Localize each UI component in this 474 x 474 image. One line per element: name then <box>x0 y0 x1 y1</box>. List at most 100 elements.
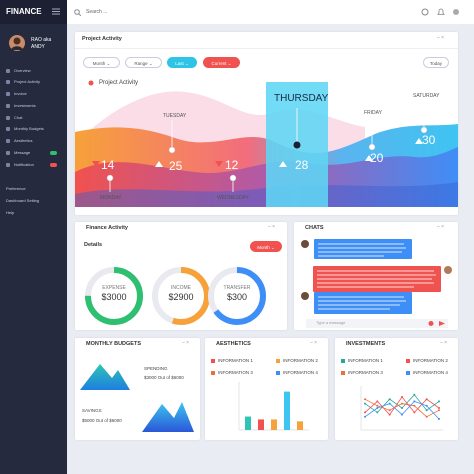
legend-label: INFORMATION 4 <box>283 370 318 375</box>
button-label: Month <box>257 245 270 250</box>
donut-arc <box>208 267 266 325</box>
point <box>388 409 391 412</box>
legend-label: INFORMATION 2 <box>283 358 318 363</box>
card-title: CHATS <box>305 225 324 231</box>
legend-dot <box>88 80 94 86</box>
sidebar <box>0 0 67 474</box>
brand: FINANCE <box>6 7 42 16</box>
search-icon <box>74 9 81 16</box>
legend-swatch <box>406 371 410 375</box>
card-controls[interactable]: – × <box>268 224 276 230</box>
topbar-icons[interactable] <box>421 8 461 16</box>
day-value: 28 <box>295 158 309 172</box>
card-title: Finance Activity <box>86 225 128 231</box>
card-controls[interactable]: – × <box>182 340 190 346</box>
button[interactable]: Current ⌄ <box>203 57 240 68</box>
button[interactable]: Month ⌄ <box>250 241 282 252</box>
menu-icon <box>6 80 10 84</box>
point <box>438 400 440 403</box>
point <box>388 413 391 416</box>
card-title: MONTHLY BUDGETS <box>86 341 142 347</box>
point <box>364 402 366 405</box>
card-controls[interactable]: – × <box>440 340 448 346</box>
day-value: 20 <box>370 151 384 165</box>
day-value: 30 <box>422 133 436 147</box>
button-label: Range <box>134 61 148 66</box>
point <box>401 407 403 409</box>
legend-swatch <box>211 359 215 363</box>
donut-arc <box>85 267 143 325</box>
point <box>425 398 428 401</box>
search-input[interactable]: Search ... <box>86 9 108 15</box>
point <box>413 411 416 414</box>
card-controls[interactable]: – × <box>310 340 318 346</box>
legend-label: Project Activity <box>99 80 139 86</box>
topbar <box>67 0 474 24</box>
point <box>425 404 428 407</box>
donut-arc <box>152 267 210 325</box>
button-label: Current <box>211 61 227 66</box>
button[interactable]: Range ⌄ <box>125 57 162 68</box>
point <box>425 409 428 412</box>
day-label: SATURDAY <box>413 93 440 99</box>
chat-input[interactable]: Type a message <box>316 320 346 325</box>
menu-item[interactable]: Notification <box>14 162 34 167</box>
point <box>364 398 366 401</box>
wave-chart <box>75 82 458 207</box>
point <box>364 411 366 414</box>
legend-label: INFORMATION 1 <box>348 358 383 363</box>
card-title: Project Activity <box>82 36 122 42</box>
card-title: INVESTMENTS <box>346 341 386 347</box>
menu-item[interactable]: Help <box>6 210 15 215</box>
menu-item[interactable]: Investments <box>14 103 36 108</box>
menu-item[interactable]: Preference <box>6 186 26 191</box>
legend-swatch <box>211 371 215 375</box>
bar <box>245 416 251 430</box>
donuts <box>85 267 266 325</box>
bar <box>297 421 303 430</box>
budget-detail: $3000 Out of $6000 <box>144 375 184 380</box>
donut-amount: $300 <box>226 292 248 302</box>
button[interactable]: Today <box>423 57 449 68</box>
donut-amount: $2900 <box>168 292 194 302</box>
menu-icon <box>6 92 10 96</box>
donut-label: EXPENSE <box>102 285 126 291</box>
user-name: ANDY <box>31 44 45 50</box>
legend-swatch <box>341 359 345 363</box>
menu-item[interactable]: Overview <box>14 68 31 73</box>
button[interactable]: Month ⌄ <box>83 57 120 68</box>
legend-swatch <box>276 359 280 363</box>
day-label: THURSDAY <box>274 93 329 104</box>
point <box>425 415 428 418</box>
button[interactable]: Last ⌄ <box>167 57 197 68</box>
menu-item[interactable]: Project Activity <box>14 79 41 84</box>
menu-item[interactable]: Message <box>14 150 31 155</box>
day-value: 14 <box>101 158 115 172</box>
button-label: Last <box>175 61 184 66</box>
menu-item[interactable]: Aesthetics <box>14 138 33 143</box>
menu-icon[interactable] <box>52 8 60 15</box>
point <box>401 396 403 398</box>
donut-label: INCOME <box>171 285 191 291</box>
divider <box>75 48 458 49</box>
card-controls[interactable]: – × <box>437 224 445 230</box>
menu-icon <box>6 127 10 131</box>
point <box>413 400 416 403</box>
menu-item[interactable]: Invoice <box>14 91 27 96</box>
menu-item[interactable]: Chat <box>14 115 23 120</box>
point <box>438 407 440 409</box>
day-label: WEDNESDAY <box>217 195 249 201</box>
bar <box>258 419 264 430</box>
badge <box>50 163 57 167</box>
subtitle: Details <box>84 242 103 248</box>
aesthetics-card <box>205 338 328 440</box>
button-label: Month <box>92 61 106 66</box>
chat-messages <box>301 239 452 328</box>
menu-item[interactable]: Monthly Budgets <box>14 126 44 131</box>
investments-card <box>335 338 458 440</box>
menu-item[interactable]: Dashboard Setting <box>6 198 40 203</box>
card-title: AESTHETICS <box>216 341 251 347</box>
legend-swatch <box>406 359 410 363</box>
card-controls[interactable]: – × <box>437 35 445 41</box>
